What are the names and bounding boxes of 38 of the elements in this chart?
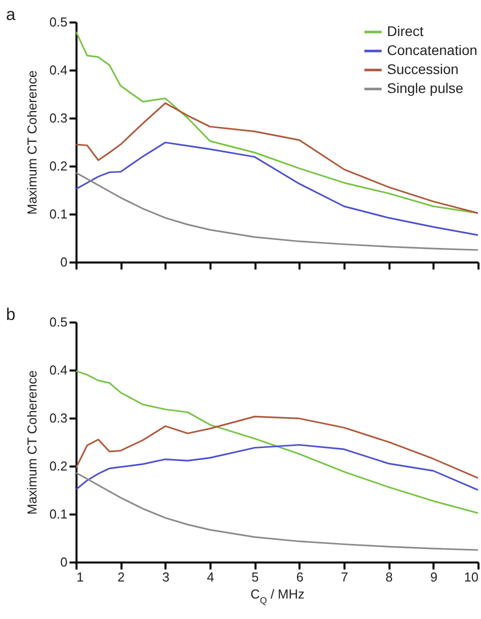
line-series — [76, 472, 478, 551]
line-series — [76, 102, 478, 214]
y-tick-label: 0 — [60, 554, 68, 570]
x-tick-label: 1 — [76, 570, 84, 584]
y-tick-label: 0.1 — [49, 506, 68, 522]
x-tick-label: 6 — [296, 570, 304, 584]
line-series — [76, 172, 478, 251]
x-tick-label: 9 — [430, 570, 438, 584]
y-tick-label: 0.1 — [49, 206, 68, 222]
x-tick-label: 2 — [118, 570, 125, 584]
x-tick-label: 10 — [464, 570, 478, 584]
x-tick-label: 5 — [252, 570, 259, 584]
chart-title: b — [6, 305, 16, 324]
y-tick-label: 0.4 — [49, 62, 68, 78]
line-series — [76, 444, 478, 491]
y-tick-label: 0.2 — [49, 458, 68, 474]
x-axis-title: C$_{Q}$ / MHz — [250, 586, 305, 606]
legend-label: Succession — [387, 61, 459, 77]
legend-label: Single pulse — [387, 80, 464, 96]
y-tick-label: 0.5 — [49, 14, 68, 30]
x-tick-label: 4 — [206, 570, 214, 584]
y-tick-label: 0.3 — [49, 410, 68, 426]
chart-title: a — [6, 5, 16, 24]
line-series — [76, 416, 478, 479]
y-tick-label: 0.2 — [49, 158, 68, 174]
y-tick-label: 0 — [60, 254, 68, 270]
x-tick-label: 7 — [340, 570, 348, 584]
y-axis-title: Maximum CT Coherence — [24, 70, 40, 215]
legend-label: Direct — [387, 23, 424, 39]
line-series — [76, 142, 478, 236]
y-tick-label: 0.4 — [49, 362, 68, 378]
y-axis-title: Maximum CT Coherence — [24, 370, 40, 515]
x-tick-label: 3 — [162, 570, 170, 584]
y-tick-label: 0.5 — [49, 314, 68, 330]
legend-label: Concatenation — [387, 42, 478, 58]
x-tick-label: 8 — [386, 570, 393, 584]
y-tick-label: 0.3 — [49, 110, 68, 126]
line-series — [76, 370, 478, 514]
